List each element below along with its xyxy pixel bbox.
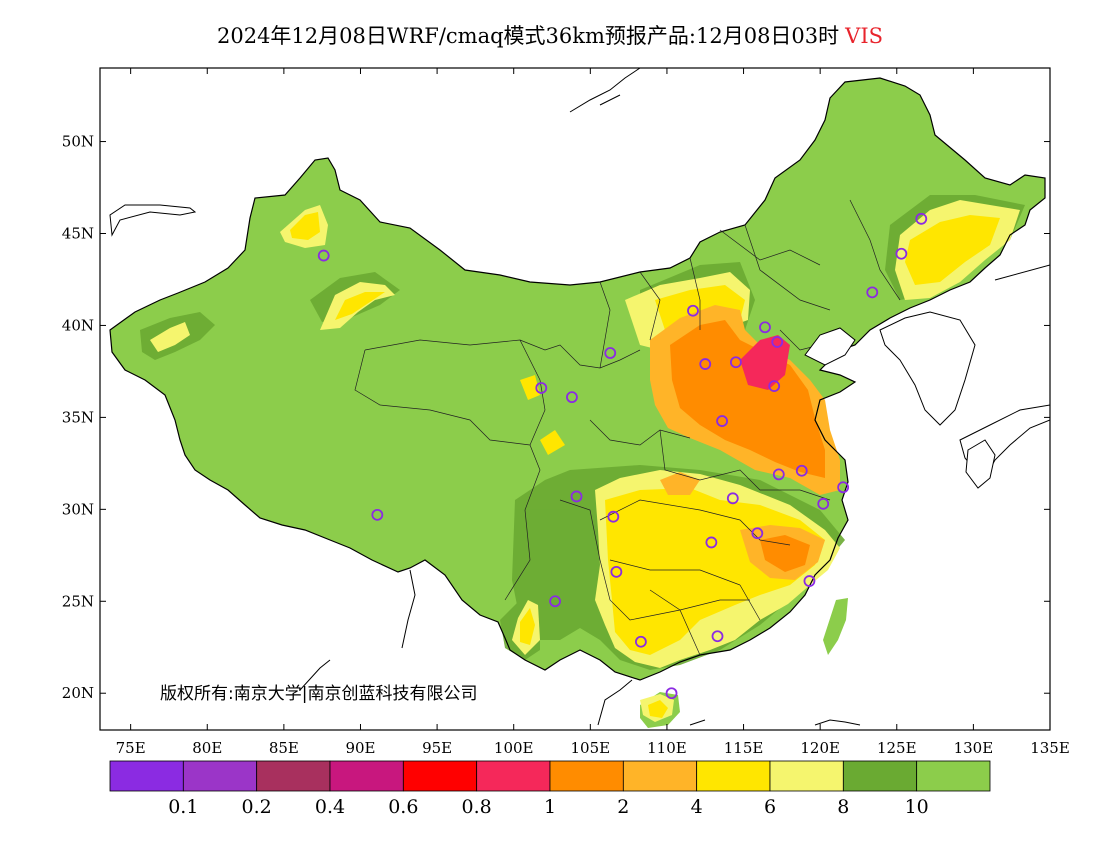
y-tick-label: 35N bbox=[62, 408, 94, 426]
station-marker bbox=[795, 464, 808, 477]
station-marker bbox=[817, 497, 830, 510]
colorbar-swatch bbox=[402, 760, 478, 792]
station-marker bbox=[570, 490, 583, 503]
colorbar-label: 0.1 bbox=[168, 796, 198, 818]
title-text: 2024年12月08日WRF/cmaq模式36km预报产品:12月08日03时 bbox=[216, 24, 840, 48]
station-marker bbox=[751, 527, 764, 540]
bohai-coast bbox=[804, 327, 856, 366]
station-marker bbox=[726, 492, 739, 505]
colorbar-swatch bbox=[109, 760, 184, 792]
colorbar-label: 6 bbox=[764, 796, 776, 818]
colorbar-label: 2 bbox=[617, 796, 629, 818]
band-0.8-1 bbox=[740, 335, 790, 390]
copyright-text: 版权所有:南京大学|南京创蓝科技有限公司 bbox=[160, 684, 478, 704]
station-marker bbox=[768, 380, 781, 393]
colorbar-swatch bbox=[329, 760, 404, 792]
colorbar-swatch bbox=[916, 760, 991, 792]
colorbar-swatch bbox=[256, 760, 331, 792]
station-marker bbox=[771, 336, 784, 348]
southeast-asia-coastline bbox=[299, 569, 861, 726]
station-markers bbox=[317, 212, 928, 700]
colorbar-label: 4 bbox=[691, 796, 703, 818]
plot-frame bbox=[99, 67, 1051, 731]
x-tick-label: 105E bbox=[571, 739, 611, 757]
colorbar-label: 0.8 bbox=[462, 796, 492, 818]
station-marker bbox=[549, 595, 561, 608]
station-marker bbox=[317, 249, 330, 262]
x-tick-label: 115E bbox=[724, 739, 764, 757]
station-marker bbox=[895, 247, 908, 260]
x-tick-label: 75E bbox=[116, 739, 146, 757]
x-tick-label: 110E bbox=[647, 739, 687, 757]
japan-sea-line bbox=[994, 264, 1050, 281]
colorbar: 0.1 0.2 0.4 0.6 0.8 1 2 4 6 8 10 bbox=[109, 760, 991, 818]
x-tick-label: 125E bbox=[877, 739, 917, 757]
kyushu-coastline bbox=[965, 439, 996, 489]
station-marker bbox=[607, 510, 620, 523]
sakhalin-line bbox=[569, 68, 641, 113]
station-marker bbox=[604, 347, 617, 359]
station-marker bbox=[803, 575, 816, 587]
station-marker bbox=[837, 481, 850, 494]
korea-coastline bbox=[879, 311, 976, 426]
y-tick-label: 40N bbox=[62, 316, 94, 334]
y-tick-label: 25N bbox=[62, 592, 94, 610]
colorbar-label: 0.6 bbox=[388, 796, 418, 818]
x-tick-label: 85E bbox=[269, 739, 299, 757]
colorbar-swatch bbox=[696, 760, 771, 792]
y-tick-label: 20N bbox=[62, 684, 94, 702]
taiwan-island-fill bbox=[823, 598, 848, 655]
y-tick-label: 50N bbox=[62, 133, 94, 151]
x-tick-label: 120E bbox=[800, 739, 840, 757]
colorbar-label: 0.4 bbox=[315, 796, 345, 818]
colorbar-label: 0.2 bbox=[242, 796, 272, 818]
axis-ticks: 75E 80E 85E 90E 95E 100E 105E 110E 115E 120E 125E 1… bbox=[62, 68, 1070, 757]
title-variable: VIS bbox=[845, 24, 884, 48]
station-marker bbox=[699, 358, 712, 370]
station-marker bbox=[705, 536, 718, 549]
caspian-line bbox=[109, 204, 197, 237]
station-marker bbox=[566, 391, 578, 404]
colorbar-swatch bbox=[842, 760, 918, 792]
colorbar-swatch bbox=[549, 760, 624, 792]
x-tick-label: 80E bbox=[192, 739, 222, 757]
station-marker bbox=[535, 382, 548, 394]
x-tick-label: 130E bbox=[954, 739, 994, 757]
colorbar-swatch bbox=[622, 760, 698, 792]
x-tick-label: 100E bbox=[494, 739, 534, 757]
colorbar-swatch bbox=[182, 760, 258, 792]
colorbar-label: 1 bbox=[544, 796, 556, 818]
y-tick-label: 30N bbox=[62, 500, 94, 518]
station-marker bbox=[866, 286, 879, 299]
province-borders bbox=[354, 199, 901, 656]
station-marker bbox=[759, 321, 771, 334]
x-tick-label: 90E bbox=[345, 739, 375, 757]
y-tick-label: 45N bbox=[62, 225, 94, 243]
colorbar-swatch bbox=[476, 760, 551, 792]
station-marker bbox=[729, 356, 742, 369]
station-marker bbox=[915, 212, 928, 225]
station-marker bbox=[610, 565, 623, 578]
colorbar-label: 8 bbox=[837, 796, 849, 818]
x-tick-label: 135E bbox=[1030, 739, 1070, 757]
station-marker bbox=[716, 415, 728, 427]
station-marker bbox=[687, 304, 699, 317]
colorbar-swatch bbox=[769, 760, 844, 792]
station-marker bbox=[634, 635, 647, 648]
colorbar-label: 10 bbox=[905, 796, 929, 818]
china-border bbox=[109, 77, 1046, 681]
station-marker bbox=[665, 687, 678, 700]
station-marker bbox=[371, 508, 384, 521]
x-tick-label: 95E bbox=[422, 739, 452, 757]
chart-title: 2024年12月08日WRF/cmaq模式36km预报产品:12月08日03时 V… bbox=[0, 20, 1100, 50]
station-marker bbox=[711, 630, 724, 643]
station-marker bbox=[772, 468, 785, 481]
